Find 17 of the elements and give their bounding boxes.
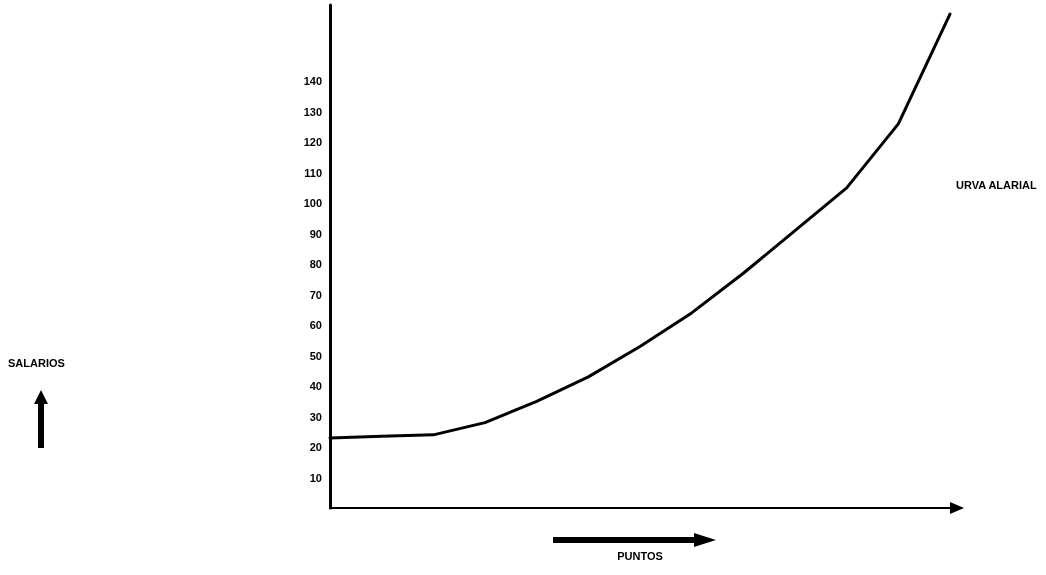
- y-tick-label: 120: [303, 136, 322, 149]
- y-tick-label: 90: [309, 227, 322, 240]
- x-axis-title: PUNTOS: [617, 549, 663, 562]
- y-tick-label: 70: [309, 288, 322, 301]
- y-tick-label: 50: [309, 349, 322, 362]
- y-tick-label: 130: [303, 105, 322, 118]
- y-tick-label: 80: [309, 258, 322, 271]
- text: SALARIOS: [8, 357, 65, 369]
- y-tick-label: 20: [309, 441, 322, 454]
- y-tick-label: 60: [309, 319, 322, 332]
- y-tick-label: 100: [303, 197, 322, 210]
- text: URVA ALARIAL: [956, 179, 1037, 191]
- y-tick-label: 140: [303, 75, 322, 88]
- y-tick-label: 110: [304, 166, 322, 179]
- y-tick-label: 10: [309, 471, 322, 484]
- y-tick-label: 30: [309, 410, 322, 423]
- y-tick-label: 40: [309, 380, 322, 393]
